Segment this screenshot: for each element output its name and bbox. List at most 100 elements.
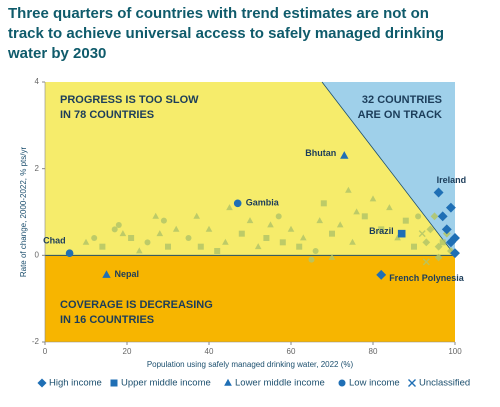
legend-marker xyxy=(224,378,232,386)
point xyxy=(411,243,417,250)
point-label: Gambia xyxy=(246,198,280,208)
point xyxy=(300,234,307,241)
legend-label: Lower middle income xyxy=(235,378,325,389)
zone-decreasing xyxy=(45,255,455,342)
x-tick-label: 80 xyxy=(369,347,378,356)
point xyxy=(353,208,360,215)
zone-label: COVERAGE IS DECREASING xyxy=(60,299,213,311)
zone-label: IN 78 COUNTRIES xyxy=(60,109,154,121)
point xyxy=(426,225,435,234)
chart-title: Three quarters of countries with trend e… xyxy=(8,5,429,22)
point xyxy=(308,256,315,263)
point xyxy=(246,217,254,224)
point-label: Nepal xyxy=(115,269,140,279)
point-label: French Polynesia xyxy=(389,273,465,283)
zone-label: 32 COUNTRIES xyxy=(362,94,442,106)
point xyxy=(254,243,262,250)
point xyxy=(65,249,74,257)
point xyxy=(233,199,242,208)
x-axis-label: Population using safely managed drinking… xyxy=(147,360,354,369)
point-label: Bhutan xyxy=(305,148,336,158)
point xyxy=(296,243,303,250)
point xyxy=(441,224,452,235)
point xyxy=(91,235,98,241)
legend-label: Low income xyxy=(349,378,400,389)
point xyxy=(102,270,111,278)
point xyxy=(197,243,204,250)
point xyxy=(439,239,446,246)
y-axis-label: Rate of change, 2000-2022, % pts/yr xyxy=(19,147,28,278)
point xyxy=(445,202,456,213)
chart-title: water by 2030 xyxy=(7,45,106,62)
point xyxy=(99,243,106,250)
point-label: Chad xyxy=(43,236,66,246)
point xyxy=(349,238,356,245)
point xyxy=(205,225,213,232)
point xyxy=(185,235,192,241)
point xyxy=(415,213,422,220)
point xyxy=(437,211,448,222)
x-tick-label: 100 xyxy=(448,347,462,356)
point xyxy=(328,253,336,260)
legend-marker xyxy=(37,378,47,388)
point xyxy=(222,238,229,245)
legend-marker xyxy=(338,379,346,387)
point xyxy=(369,195,377,202)
legend-label: Unclassified xyxy=(419,378,470,389)
point xyxy=(394,234,401,241)
legend-label: High income xyxy=(49,378,102,389)
point xyxy=(160,217,167,224)
zone-label: IN 16 COUNTRIES xyxy=(60,314,154,326)
point xyxy=(156,230,164,237)
point xyxy=(397,229,406,238)
point xyxy=(316,217,323,224)
x-tick-label: 20 xyxy=(123,347,132,356)
point xyxy=(422,258,430,266)
point xyxy=(287,225,295,232)
point xyxy=(418,230,426,238)
chart-title: track to achieve universal access to saf… xyxy=(8,25,444,42)
point xyxy=(226,204,233,211)
zone-label: PROGRESS IS TOO SLOW xyxy=(60,94,199,106)
point xyxy=(136,247,143,254)
zone-slow xyxy=(45,82,455,256)
zone-label: ARE ON TRACK xyxy=(358,109,442,121)
point xyxy=(402,217,409,224)
point xyxy=(275,213,282,220)
point xyxy=(378,226,385,233)
point xyxy=(144,239,151,246)
legend-label: Upper middle income xyxy=(121,378,211,389)
point xyxy=(172,225,180,232)
x-tick-label: 60 xyxy=(287,347,296,356)
y-tick-label: -2 xyxy=(32,337,40,346)
point xyxy=(312,248,319,254)
legend-marker xyxy=(408,379,416,387)
point xyxy=(434,253,443,262)
point-label: Ireland xyxy=(437,175,467,185)
point xyxy=(450,233,460,243)
point xyxy=(433,187,444,198)
point xyxy=(119,230,127,237)
y-tick-label: 4 xyxy=(35,77,40,86)
point xyxy=(361,213,368,220)
point xyxy=(263,235,270,241)
y-tick-label: 2 xyxy=(35,164,40,173)
point xyxy=(329,230,335,237)
point xyxy=(82,238,90,245)
point xyxy=(111,226,118,233)
y-tick-label: 0 xyxy=(35,250,40,259)
point xyxy=(450,248,460,259)
point xyxy=(193,212,200,219)
point xyxy=(152,212,159,219)
point xyxy=(345,186,352,193)
point xyxy=(386,204,393,211)
point xyxy=(279,239,286,246)
point xyxy=(238,230,245,237)
point xyxy=(165,243,171,250)
x-tick-label: 40 xyxy=(205,347,214,356)
point xyxy=(336,221,344,228)
point-label: Brazil xyxy=(369,226,394,236)
target-line xyxy=(321,81,456,256)
point xyxy=(340,151,349,159)
